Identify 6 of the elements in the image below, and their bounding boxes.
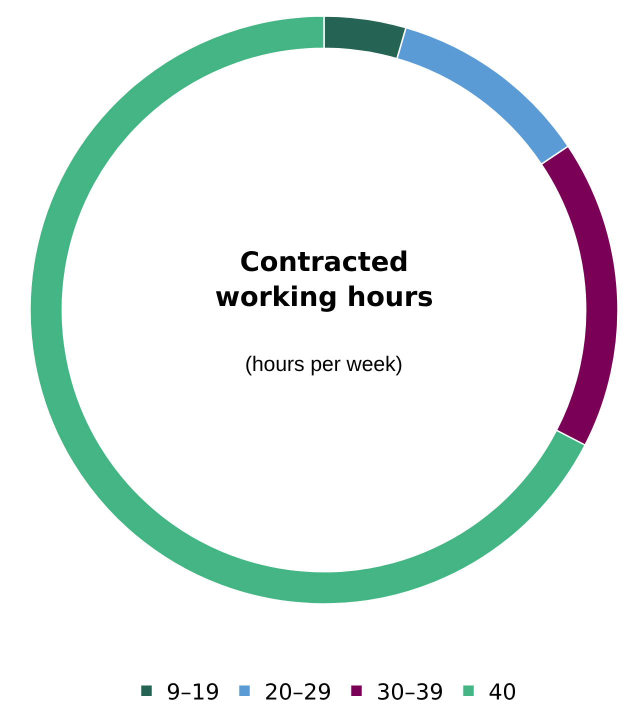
- text: Contracted working hours: [215, 247, 434, 314]
- text: (hours per week): [245, 353, 403, 376]
- legend-label: 9–19: [166, 680, 220, 706]
- legend-label: 20–29: [264, 680, 332, 706]
- legend-label: 40: [488, 680, 516, 706]
- legend-label: 30–39: [376, 680, 444, 706]
